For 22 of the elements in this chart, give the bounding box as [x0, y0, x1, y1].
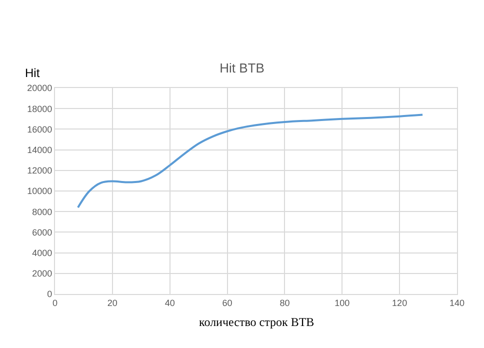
- x-axis-title: количество строк BTB: [199, 315, 314, 329]
- y-axis-title: Hit: [25, 66, 40, 80]
- y-tick-label: 0: [47, 289, 52, 300]
- x-tick-label: 20: [107, 298, 118, 308]
- y-tick-label: 14000: [27, 144, 52, 155]
- y-tick-label: 18000: [27, 104, 52, 114]
- x-tick-label: 60: [222, 298, 232, 308]
- x-tick-label: 140: [449, 298, 465, 308]
- x-tick-label: 120: [392, 298, 408, 308]
- chart-title: Hit BTB: [220, 60, 264, 76]
- y-tick-label: 4000: [32, 248, 52, 258]
- y-tick-label: 2000: [32, 268, 52, 279]
- line-series: [76, 114, 424, 208]
- x-tick-label: 80: [280, 298, 290, 308]
- y-tick-label: 10000: [27, 186, 52, 196]
- y-tick-label: 16000: [27, 124, 52, 134]
- x-tick-label: 40: [164, 298, 175, 308]
- y-tick-label: 20000: [27, 83, 52, 94]
- y-tick-label: 6000: [32, 227, 52, 238]
- x-tick-label: 100: [334, 298, 350, 308]
- y-tick-label: 12000: [27, 166, 52, 176]
- y-tick-label: 8000: [32, 206, 52, 217]
